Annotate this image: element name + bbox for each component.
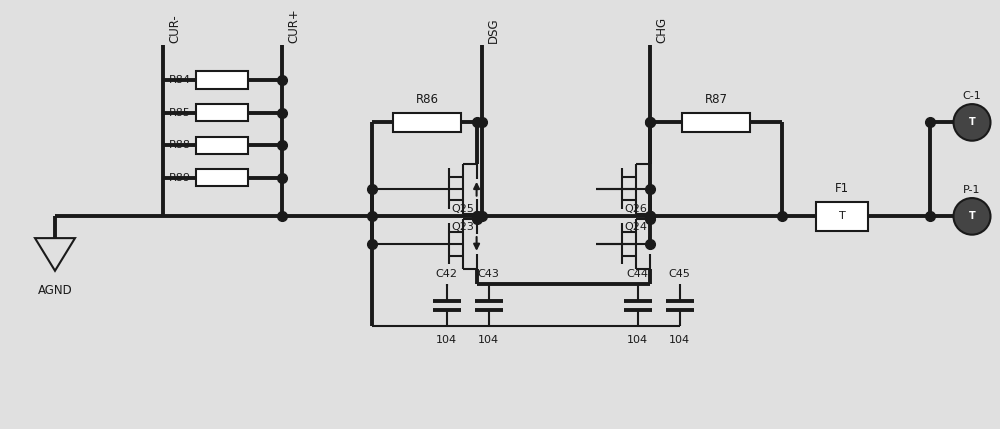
Text: 104: 104 bbox=[669, 335, 690, 345]
Text: C44: C44 bbox=[627, 269, 649, 279]
Text: CUR-: CUR- bbox=[168, 15, 181, 43]
Text: T: T bbox=[839, 211, 845, 221]
Bar bbox=[196, 104, 248, 121]
Bar bbox=[196, 71, 248, 88]
Text: CUR+: CUR+ bbox=[287, 9, 300, 43]
Bar bbox=[393, 113, 461, 132]
Text: 104: 104 bbox=[627, 335, 648, 345]
Text: R84: R84 bbox=[168, 75, 190, 85]
Text: AGND: AGND bbox=[38, 284, 72, 296]
Polygon shape bbox=[35, 238, 75, 271]
Text: 104: 104 bbox=[478, 335, 499, 345]
Text: C42: C42 bbox=[436, 269, 458, 279]
Text: R85: R85 bbox=[169, 108, 190, 118]
Circle shape bbox=[954, 198, 991, 235]
Text: T: T bbox=[969, 211, 975, 221]
Text: C43: C43 bbox=[478, 269, 500, 279]
Text: Q25: Q25 bbox=[451, 204, 474, 214]
Bar bbox=[196, 136, 248, 154]
Text: Q23: Q23 bbox=[451, 222, 474, 232]
Text: 104: 104 bbox=[436, 335, 457, 345]
Text: Q24: Q24 bbox=[624, 222, 647, 232]
Text: R88: R88 bbox=[168, 140, 190, 150]
Text: R89: R89 bbox=[168, 173, 190, 183]
Text: C-1: C-1 bbox=[963, 91, 981, 101]
Text: R87: R87 bbox=[704, 93, 728, 106]
Text: Q26: Q26 bbox=[624, 204, 647, 214]
Text: T: T bbox=[969, 118, 975, 127]
Bar bbox=[816, 202, 868, 231]
Circle shape bbox=[954, 104, 991, 141]
Bar bbox=[196, 169, 248, 187]
Bar bbox=[682, 113, 750, 132]
Text: CHG: CHG bbox=[655, 17, 668, 43]
Text: P-1: P-1 bbox=[963, 184, 981, 195]
Text: C45: C45 bbox=[669, 269, 691, 279]
Text: DSG: DSG bbox=[487, 18, 500, 43]
Text: R86: R86 bbox=[416, 93, 439, 106]
Text: F1: F1 bbox=[835, 181, 849, 195]
